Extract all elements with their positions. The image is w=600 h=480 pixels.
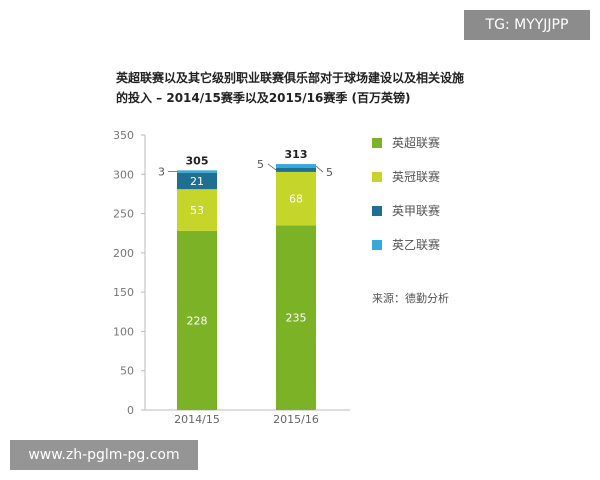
chart-title: 英超联赛以及其它级别职业联赛俱乐部对于球场建设以及相关设施 的投入 – 2014… [116, 68, 496, 108]
bar-segment-3 [177, 172, 217, 190]
data-label: 53 [190, 204, 204, 217]
y-tick-label: 350 [113, 129, 134, 142]
legend: 英超联赛 英冠联赛 英甲联赛 英乙联赛 [372, 134, 572, 270]
bar-segment-4 [177, 170, 217, 173]
y-tick-label: 250 [113, 208, 134, 221]
y-tick-label: 300 [113, 168, 134, 181]
data-label: 235 [286, 312, 307, 325]
y-tick-label: 0 [127, 404, 134, 417]
legend-swatch-premier-league [372, 138, 382, 148]
bar-segment-3 [276, 168, 316, 172]
legend-swatch-league-two [372, 240, 382, 250]
legend-item-league-one: 英甲联赛 [372, 202, 572, 236]
legend-item-league-two: 英乙联赛 [372, 236, 572, 270]
y-tick-label: 200 [113, 247, 134, 260]
data-label: 3 [158, 166, 165, 179]
bar-segment-1 [177, 230, 217, 410]
x-tick-label: 2015/16 [273, 413, 319, 426]
data-label: 68 [289, 193, 303, 206]
y-tick-label: 100 [113, 325, 134, 338]
legend-item-championship: 英冠联赛 [372, 168, 572, 202]
x-tick-label: 2014/15 [174, 413, 220, 426]
data-label: 5 [326, 166, 333, 179]
legend-label-championship: 英冠联赛 [392, 170, 441, 184]
legend-swatch-championship [372, 172, 382, 182]
watermark-top: TG: MYYJJPP [464, 10, 590, 40]
legend-label-league-two: 英乙联赛 [392, 238, 441, 252]
data-label: 21 [190, 175, 204, 188]
chart-title-line-1: 英超联赛以及其它级别职业联赛俱乐部对于球场建设以及相关设施 [116, 71, 465, 85]
legend-swatch-league-one [372, 206, 382, 216]
legend-label-league-one: 英甲联赛 [392, 204, 441, 218]
total-label: 305 [186, 154, 209, 167]
callout-line [315, 165, 324, 173]
watermark-bottom: www.zh-pglm-pg.com [10, 440, 198, 470]
bar-segment-4 [276, 164, 316, 168]
data-label: 5 [257, 158, 264, 171]
y-tick-label: 50 [120, 365, 134, 378]
legend-item-premier-league: 英超联赛 [372, 134, 572, 168]
bar-segment-2 [276, 171, 316, 226]
callout-line [267, 163, 277, 171]
bar-segment-2 [177, 189, 217, 231]
data-label: 228 [187, 314, 208, 327]
source-note: 来源：德勤分析 [372, 292, 449, 305]
y-tick-label: 150 [113, 286, 134, 299]
legend-label-premier-league: 英超联赛 [392, 136, 441, 150]
chart-title-line-2: 的投入 – 2014/15赛季以及2015/16赛季 (百万英镑) [116, 91, 411, 105]
bar-segment-1 [276, 225, 316, 410]
total-label: 313 [285, 148, 308, 161]
